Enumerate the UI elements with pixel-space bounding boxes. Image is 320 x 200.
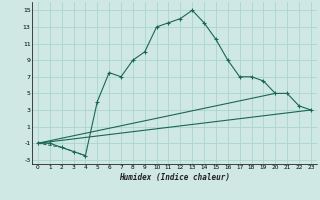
X-axis label: Humidex (Indice chaleur): Humidex (Indice chaleur) xyxy=(119,173,230,182)
